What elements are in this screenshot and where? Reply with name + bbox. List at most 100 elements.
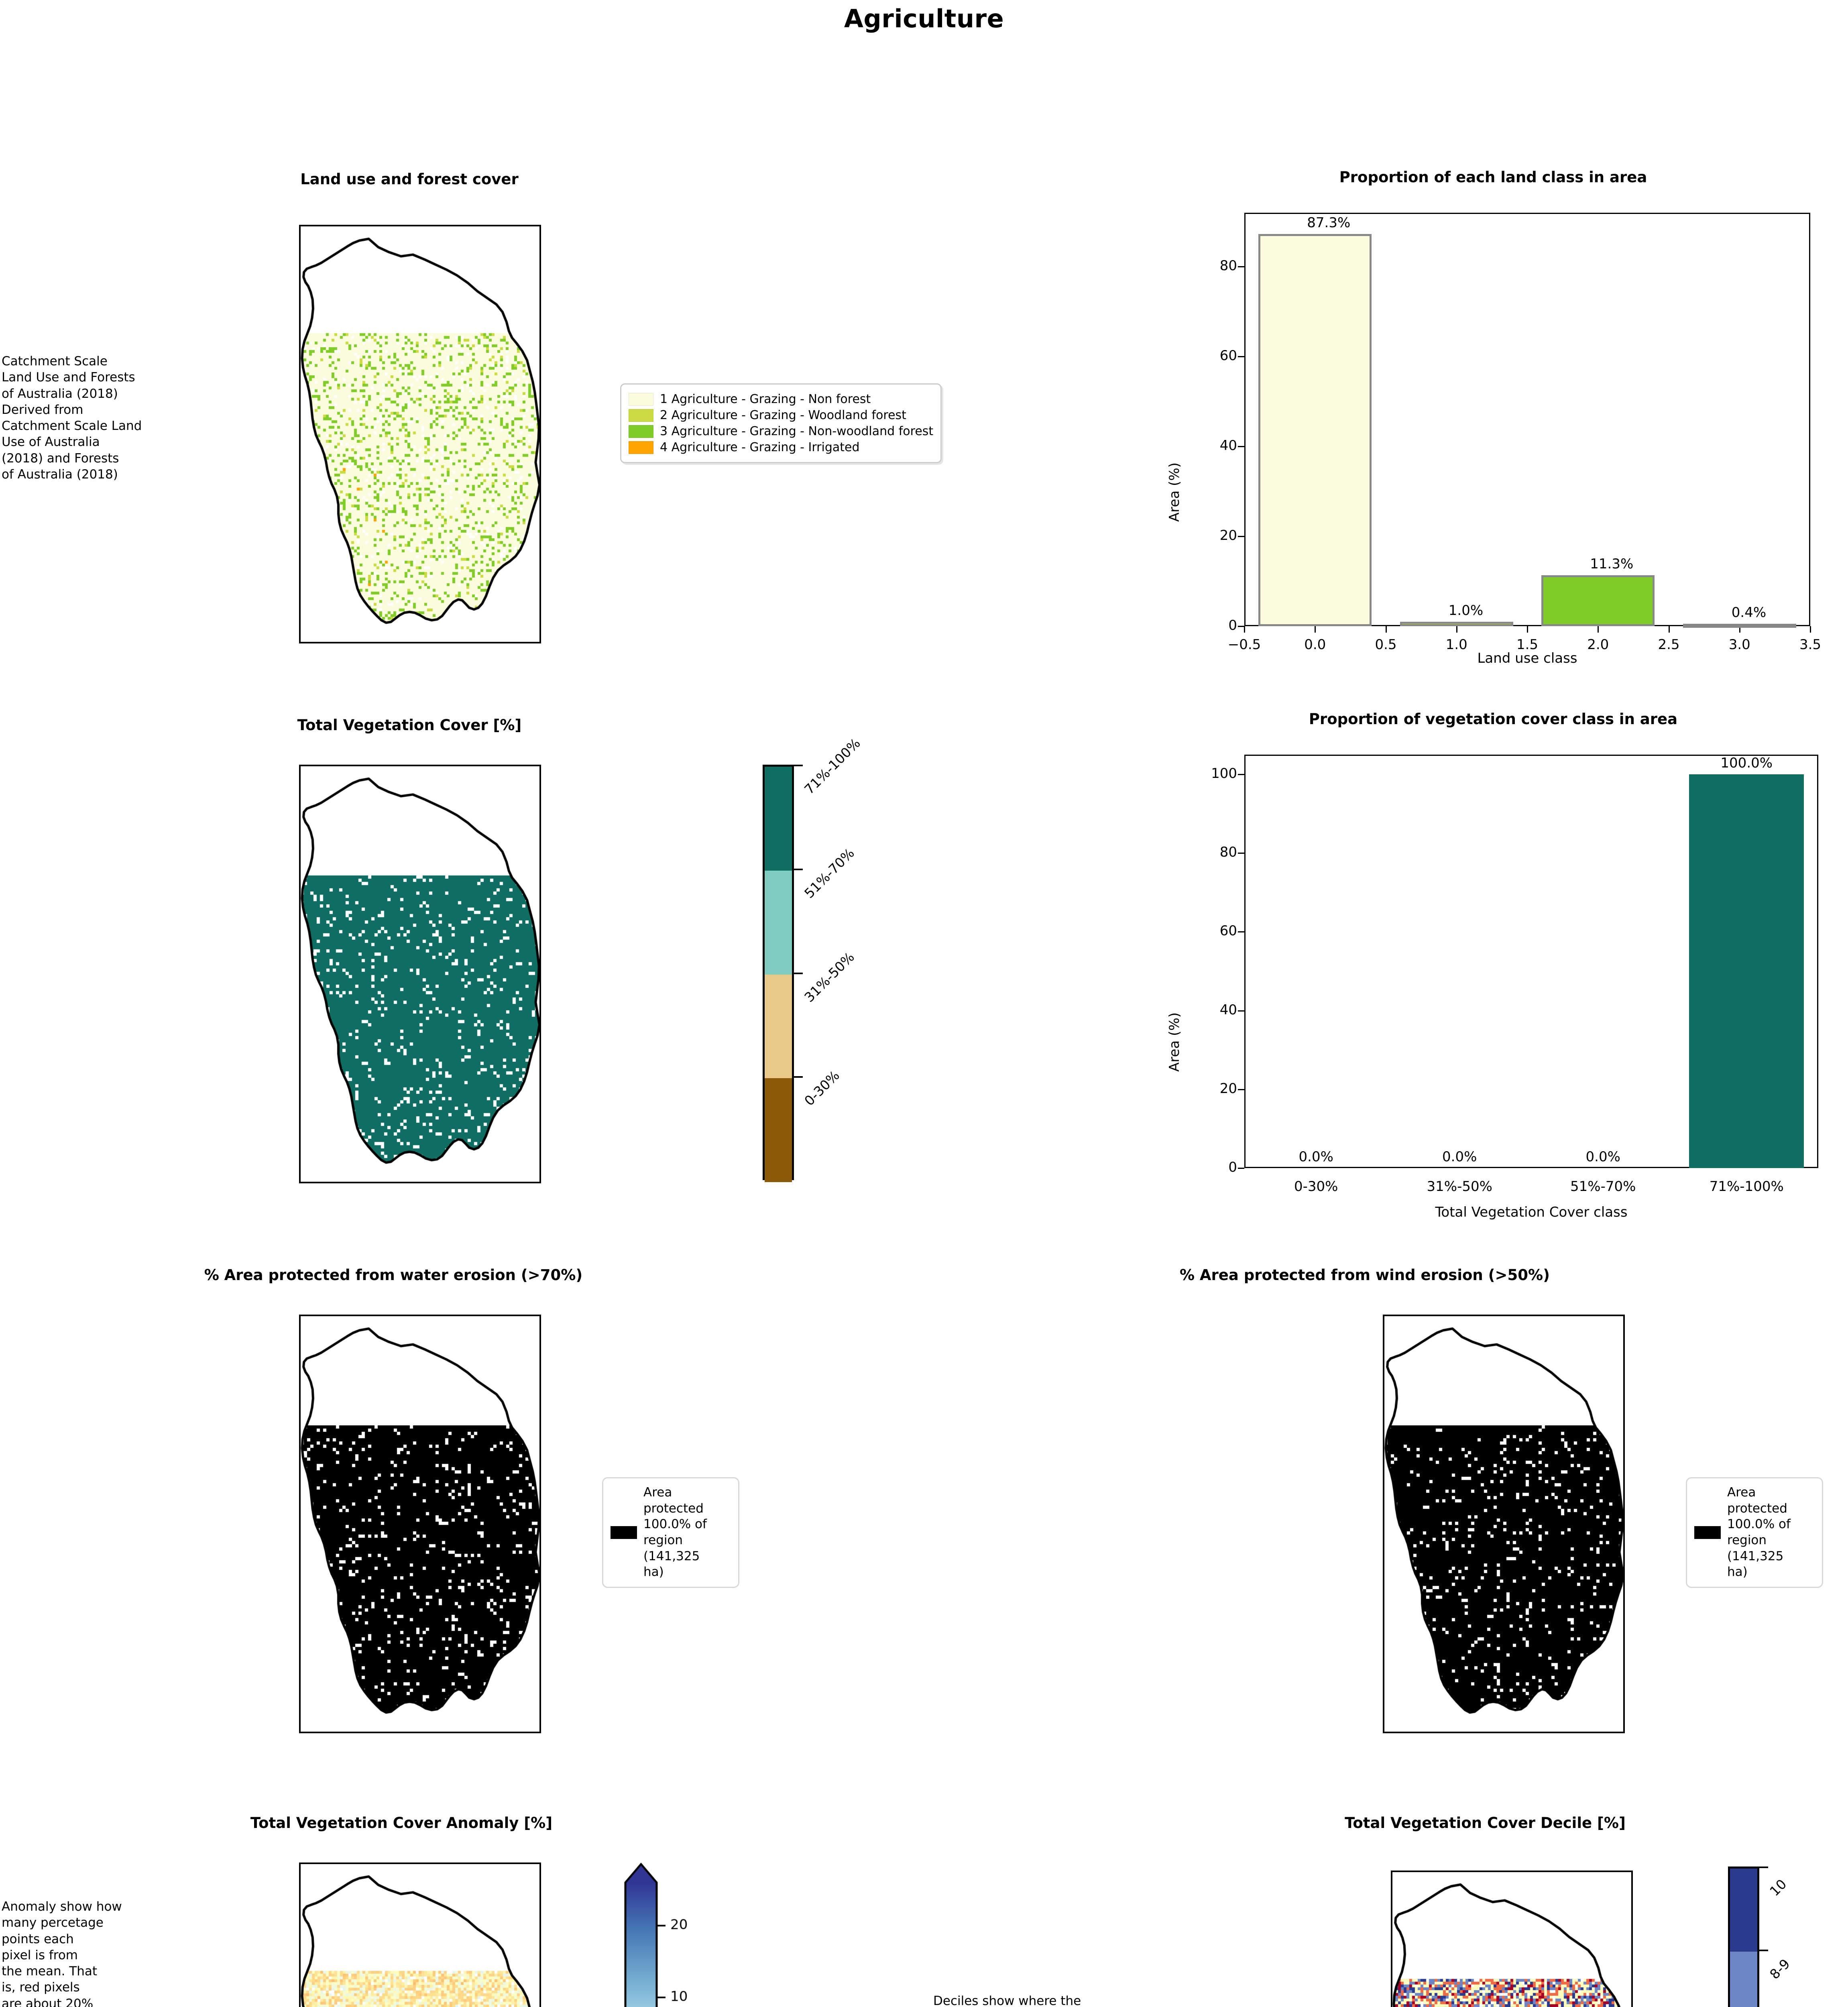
water-erosion-legend: Area protected 100.0% of region (141,325… xyxy=(602,1477,739,1588)
legend-item: 4 Agriculture - Grazing - Irrigated xyxy=(629,440,933,454)
y-tick-mark xyxy=(1238,931,1244,933)
page-title: Agriculture xyxy=(844,4,1004,33)
land-class-bar-chart: Proportion of each land class in area Ar… xyxy=(1152,169,1834,674)
axis-tick xyxy=(299,871,301,872)
bar[interactable] xyxy=(1683,624,1796,628)
x-tick-label: 3.0 xyxy=(1728,637,1750,653)
x-tick-label: 2.5 xyxy=(1658,637,1680,653)
bar-value-label: 1.0% xyxy=(1448,602,1484,619)
chart2-title: Proportion of vegetation cover class in … xyxy=(1309,710,1678,728)
axis-tick xyxy=(299,279,301,280)
x-tick-label: 0-30% xyxy=(1294,1179,1338,1195)
bar[interactable] xyxy=(1689,774,1804,1168)
land-use-map[interactable] xyxy=(299,225,541,643)
chart1-title: Proportion of each land class in area xyxy=(1339,169,1647,186)
anomaly-map[interactable] xyxy=(299,1862,541,2007)
y-tick-label: 20 xyxy=(1219,527,1237,544)
bar-value-label: 0.4% xyxy=(1731,605,1767,621)
x-tick-mark xyxy=(1598,626,1599,633)
chart2-ylabel: Area (%) xyxy=(1166,1012,1182,1072)
axis-tick xyxy=(299,1028,301,1029)
axis-tick xyxy=(1383,1683,1384,1684)
axis-tick xyxy=(299,1683,301,1684)
bar[interactable] xyxy=(1400,621,1513,626)
water-erosion-map[interactable] xyxy=(299,1315,541,1733)
legend-label-3: 3 Agriculture - Grazing - Non-woodland f… xyxy=(660,424,934,438)
x-tick-mark xyxy=(1244,626,1245,633)
bar[interactable] xyxy=(1541,575,1655,626)
y-tick-label: 60 xyxy=(1219,923,1237,939)
land-use-panel-title: Land use and forest cover xyxy=(300,171,519,188)
anomaly-colorbar xyxy=(618,1858,723,2007)
x-tick-label: 1.0 xyxy=(1445,637,1467,653)
y-tick-mark xyxy=(1238,356,1244,358)
y-tick-mark xyxy=(1238,1089,1244,1090)
land-use-map-canvas xyxy=(301,226,539,642)
veg-cover-colorbar xyxy=(763,765,794,1182)
bar-value-label: 0.0% xyxy=(1585,1149,1620,1165)
axis-tick xyxy=(299,923,301,924)
axis-tick xyxy=(299,593,301,594)
axis-tick xyxy=(299,436,301,437)
x-tick-label: 2.0 xyxy=(1587,637,1609,653)
y-tick-label: 60 xyxy=(1219,348,1237,364)
y-tick-label: 0 xyxy=(1228,617,1237,633)
axis-tick xyxy=(299,1526,301,1527)
colorbar-label: 0-30% xyxy=(801,1067,843,1109)
axis-tick xyxy=(299,1080,301,1081)
wind-erosion-legend-label: Area protected 100.0% of region (141,325… xyxy=(1727,1485,1791,1580)
anomaly-note: Anomaly show how many percetage points e… xyxy=(2,1899,122,2007)
axis-tick xyxy=(299,1916,301,1917)
veg-cover-panel-title: Total Vegetation Cover [%] xyxy=(297,716,522,734)
x-tick-label: 31%-50% xyxy=(1427,1179,1492,1195)
colorbar-tick xyxy=(794,765,803,766)
axis-tick xyxy=(1383,1578,1384,1579)
axis-tick xyxy=(299,540,301,541)
axis-tick xyxy=(299,488,301,489)
axis-tick xyxy=(299,1421,301,1422)
x-tick-label: 3.5 xyxy=(1799,637,1822,653)
legend-item: 3 Agriculture - Grazing - Non-woodland f… xyxy=(629,424,933,438)
axis-tick xyxy=(1391,1924,1392,1926)
x-tick-label: 0.5 xyxy=(1375,637,1397,653)
land-use-legend: 1 Agriculture - Grazing - Non forest 2 A… xyxy=(620,383,942,463)
x-tick-label: 0.0 xyxy=(1304,637,1326,653)
colorbar-tick xyxy=(794,868,803,870)
wind-erosion-map-canvas xyxy=(1384,1316,1623,1732)
axis-tick xyxy=(299,818,301,820)
colorbar-segment xyxy=(765,870,792,975)
veg-cover-map-canvas xyxy=(301,766,539,1182)
water-erosion-panel-title: % Area protected from water erosion (>70… xyxy=(204,1266,583,1284)
x-tick-mark xyxy=(1315,626,1316,633)
y-tick-mark xyxy=(1238,1010,1244,1012)
axis-tick xyxy=(1383,1473,1384,1474)
axis-tick xyxy=(1383,1421,1384,1422)
x-tick-label: 71%-100% xyxy=(1709,1179,1784,1195)
y-tick-label: 80 xyxy=(1219,258,1237,274)
legend-item: 2 Agriculture - Grazing - Woodland fores… xyxy=(629,408,933,422)
y-tick-mark xyxy=(1238,1168,1244,1169)
decile-note: Deciles show where the pixel value lies … xyxy=(933,1994,1081,2007)
wind-erosion-panel-title: % Area protected from wind erosion (>50%… xyxy=(1179,1266,1550,1284)
legend-swatch-1 xyxy=(629,393,653,406)
axis-tick xyxy=(299,1473,301,1474)
x-tick-mark xyxy=(1385,626,1387,633)
decile-map[interactable] xyxy=(1391,1871,1633,2007)
axis-tick xyxy=(1391,1977,1392,1978)
colorbar-segment xyxy=(1730,1869,1757,1952)
y-tick-label: 80 xyxy=(1219,844,1237,861)
colorbar-label: 51%-70% xyxy=(801,845,857,902)
axis-tick xyxy=(299,1630,301,1631)
legend-label-4: 4 Agriculture - Grazing - Irrigated xyxy=(660,440,860,454)
colorbar-tick xyxy=(794,972,803,974)
axis-tick xyxy=(299,383,301,385)
colorbar-label: 71%-100% xyxy=(801,735,863,798)
veg-cover-map[interactable] xyxy=(299,765,541,1183)
bar[interactable] xyxy=(1258,234,1372,626)
decile-colorbar xyxy=(1728,1867,1759,2007)
decile-map-canvas xyxy=(1392,1872,1631,2007)
x-tick-label: −0.5 xyxy=(1227,637,1261,653)
water-erosion-map-canvas xyxy=(301,1316,539,1732)
colorbar-segment xyxy=(765,1078,792,1182)
wind-erosion-map[interactable] xyxy=(1383,1315,1625,1733)
